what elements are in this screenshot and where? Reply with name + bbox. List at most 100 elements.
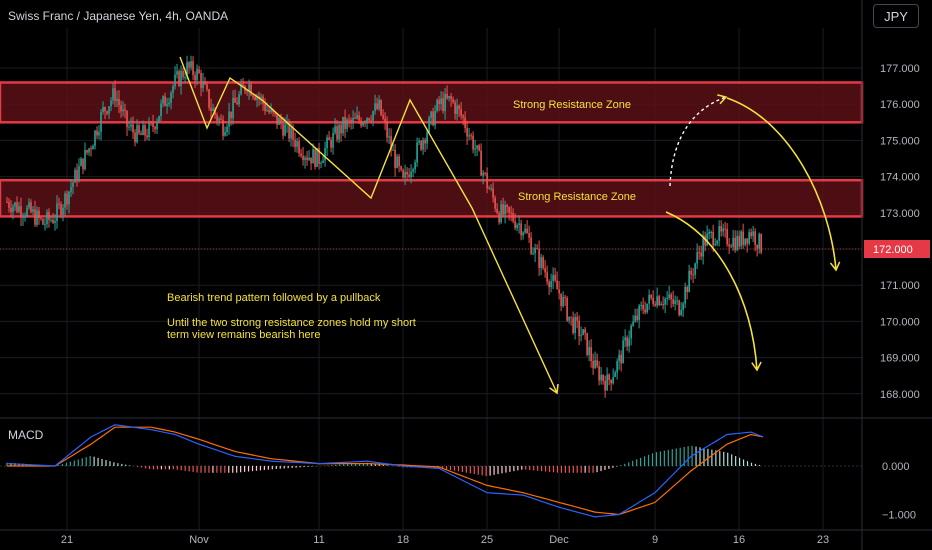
- candle-body: [710, 231, 712, 233]
- candle-body: [744, 238, 746, 245]
- candle-body: [128, 126, 130, 128]
- candle-body: [456, 105, 458, 114]
- candle-body: [664, 298, 666, 305]
- candle-body: [94, 130, 96, 146]
- candle-body: [144, 125, 146, 136]
- candle-body: [178, 71, 180, 86]
- zone-label-lower: Strong Resistance Zone: [518, 191, 637, 203]
- candle-body: [380, 99, 382, 116]
- candle-body: [634, 315, 636, 322]
- candle-body: [256, 96, 258, 100]
- candle-body: [644, 309, 646, 313]
- candle-body: [164, 96, 166, 107]
- candle-body: [296, 141, 298, 148]
- candle-body: [190, 61, 192, 68]
- candle-body: [614, 372, 616, 377]
- candle-body: [52, 219, 54, 223]
- candle-body: [632, 321, 634, 326]
- candle-body: [688, 270, 690, 293]
- candle-body: [340, 124, 342, 134]
- candle-body: [734, 237, 736, 251]
- price-tick-label: 176.000: [880, 99, 920, 111]
- candle-body: [450, 96, 452, 100]
- candle-body: [348, 119, 350, 121]
- candle-body: [96, 130, 98, 136]
- candle-body: [484, 172, 486, 174]
- candle-body: [60, 204, 62, 216]
- candle-body: [188, 62, 190, 68]
- candle-body: [480, 150, 482, 176]
- currency-unit-button[interactable]: JPY: [873, 4, 919, 28]
- candle-body: [222, 119, 224, 136]
- candle-body: [602, 374, 604, 381]
- candle-body: [58, 203, 60, 205]
- candle-body: [746, 238, 748, 244]
- candle-body: [410, 171, 412, 178]
- candle-body: [230, 111, 232, 118]
- candle-body: [364, 122, 366, 124]
- candle-body: [228, 111, 230, 127]
- candle-body: [172, 86, 174, 93]
- candle-body: [146, 135, 148, 138]
- candle-body: [374, 103, 376, 112]
- candle-body: [294, 139, 296, 148]
- candle-body: [200, 73, 202, 88]
- candle-body: [306, 157, 308, 161]
- time-tick-label: 23: [817, 534, 829, 546]
- candle-body: [464, 117, 466, 128]
- candles: [6, 55, 762, 398]
- candle-body: [550, 280, 552, 288]
- candle-body: [56, 203, 58, 221]
- candle-body: [212, 108, 214, 111]
- candle-body: [740, 231, 742, 247]
- candle-body: [536, 248, 538, 250]
- candle-body: [448, 96, 450, 99]
- candle-body: [252, 95, 254, 97]
- candle-body: [700, 252, 702, 257]
- candle-body: [310, 157, 312, 164]
- candle-body: [756, 244, 758, 249]
- candle-body: [234, 97, 236, 103]
- time-tick-label: 21: [61, 534, 73, 546]
- candle-body: [754, 231, 756, 245]
- price-tick-label: 171.000: [880, 280, 920, 292]
- zone-lower: [0, 178, 864, 218]
- candle-body: [384, 118, 386, 123]
- candle-body: [26, 207, 28, 217]
- candle-body: [558, 289, 560, 294]
- candle-body: [92, 145, 94, 150]
- candle-body: [702, 235, 704, 257]
- candle-body: [298, 141, 300, 154]
- candle-body: [494, 197, 496, 209]
- candle-body: [600, 374, 602, 381]
- candle-body: [554, 274, 556, 281]
- candle-body: [368, 118, 370, 121]
- candle-body: [346, 119, 348, 129]
- candle-body: [292, 127, 294, 140]
- note-line-3: term view remains bearish here: [167, 329, 321, 341]
- candle-body: [742, 231, 744, 245]
- candle-body: [240, 84, 242, 95]
- candle-body: [174, 74, 176, 87]
- candle-body: [208, 89, 210, 108]
- candle-body: [522, 232, 524, 236]
- candle-body: [148, 122, 150, 138]
- candle-body: [100, 112, 102, 133]
- candle-body: [466, 127, 468, 137]
- candle-body: [246, 91, 248, 93]
- macd-label: MACD: [8, 428, 44, 442]
- candle-body: [612, 376, 614, 384]
- candle-body: [168, 102, 170, 105]
- candle-body: [668, 294, 670, 298]
- candle-body: [282, 124, 284, 136]
- macd-tick-label: −1.000: [882, 510, 916, 522]
- candle-body: [84, 150, 86, 170]
- candle-body: [32, 209, 34, 212]
- candle-body: [502, 204, 504, 215]
- candle-body: [74, 169, 76, 183]
- candle-body: [390, 136, 392, 150]
- candle-body: [590, 347, 592, 361]
- candle-body: [116, 98, 118, 101]
- candle-body: [382, 115, 384, 119]
